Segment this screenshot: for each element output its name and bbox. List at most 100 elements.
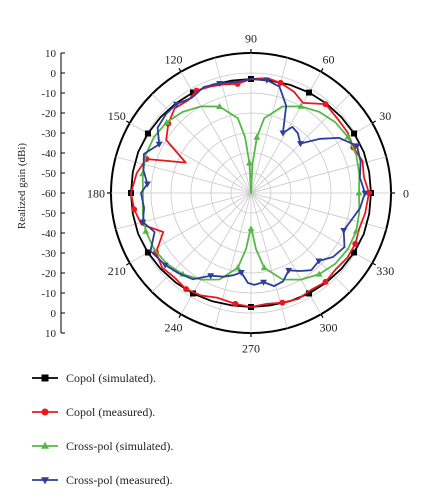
series-point bbox=[351, 249, 358, 256]
series-point bbox=[353, 143, 361, 150]
series-point bbox=[190, 290, 196, 297]
legend-label: Cross-pol (measured). bbox=[66, 473, 173, 487]
series-point bbox=[144, 249, 151, 256]
series-point bbox=[352, 240, 359, 247]
radial-tick-label: -40 bbox=[41, 228, 56, 240]
series-line bbox=[130, 77, 370, 308]
series-point bbox=[131, 206, 138, 213]
series-line bbox=[141, 105, 361, 281]
radial-tick-label: 0 bbox=[51, 68, 57, 80]
series-point bbox=[163, 118, 171, 125]
series-point bbox=[279, 130, 287, 137]
legend: Copol (simulated). Copol (measured). Cross… bbox=[32, 371, 173, 487]
grid-spoke bbox=[214, 192, 252, 329]
series-point bbox=[355, 189, 363, 196]
series-point bbox=[234, 264, 242, 271]
grid-spoke bbox=[151, 93, 252, 194]
series-point bbox=[190, 89, 196, 96]
series-point bbox=[322, 101, 329, 108]
radial-tick-label: 0 bbox=[51, 308, 57, 320]
angle-tick-mark bbox=[320, 67, 324, 73]
angle-tick-mark bbox=[320, 313, 324, 319]
radial-tick-label: -30 bbox=[41, 248, 56, 260]
angle-tick-label: 270 bbox=[242, 342, 260, 356]
radial-tick-label: -10 bbox=[41, 288, 56, 300]
legend-label: Copol (measured). bbox=[66, 405, 155, 419]
angle-tick-label: 210 bbox=[108, 264, 126, 278]
series-point bbox=[315, 258, 323, 265]
angle-tick-label: 90 bbox=[245, 32, 257, 46]
angle-tick-mark bbox=[125, 262, 131, 266]
radial-axis: 10 0 -10 -20 -30 -40 -50 -60 -50 -40 -30 -20 -10 0 10 bbox=[41, 48, 65, 340]
radial-tick-label: -50 bbox=[41, 208, 56, 220]
series-point bbox=[216, 81, 224, 88]
angle-tick-label: 180 bbox=[87, 187, 105, 201]
series-line bbox=[140, 78, 366, 287]
series-point bbox=[279, 299, 286, 306]
angle-tick-label: 30 bbox=[379, 109, 391, 123]
radial-tick-label: -30 bbox=[41, 128, 56, 140]
series-2 bbox=[130, 77, 372, 308]
angle-tick-label: 150 bbox=[108, 109, 126, 123]
radial-tick-label: 10 bbox=[45, 328, 57, 340]
radial-tick-label: -60 bbox=[41, 188, 56, 200]
series-point bbox=[144, 130, 151, 137]
radial-tick-label: -20 bbox=[41, 268, 56, 280]
series-3 bbox=[139, 102, 363, 281]
angle-tick-label: 60 bbox=[323, 52, 335, 66]
polar-grid bbox=[110, 52, 392, 334]
angle-tick-label: 300 bbox=[320, 321, 338, 335]
grid-spoke bbox=[250, 192, 387, 230]
grid-spoke bbox=[250, 192, 351, 293]
series-point bbox=[306, 89, 312, 96]
series-point bbox=[207, 273, 215, 280]
series-4 bbox=[139, 77, 369, 287]
angle-tick-mark bbox=[125, 120, 131, 124]
series-point bbox=[139, 219, 147, 226]
grid-spoke bbox=[115, 156, 252, 194]
angle-tick-mark bbox=[371, 120, 377, 124]
series-point bbox=[155, 141, 163, 148]
radial-tick-label: -20 bbox=[41, 108, 56, 120]
series-point bbox=[352, 227, 360, 234]
series-point bbox=[340, 228, 348, 235]
series-point bbox=[161, 262, 169, 269]
legend-label: Copol (simulated). bbox=[66, 371, 156, 385]
angle-tick-mark bbox=[178, 313, 182, 319]
radial-tick-label: -10 bbox=[41, 88, 56, 100]
series-layer bbox=[128, 76, 374, 310]
series-point bbox=[232, 300, 239, 307]
angle-tick-label: 240 bbox=[165, 321, 183, 335]
series-point bbox=[297, 102, 305, 109]
series-point bbox=[315, 270, 323, 277]
series-point bbox=[260, 279, 267, 286]
grid-spoke bbox=[214, 57, 252, 194]
angle-tick-label: 0 bbox=[403, 187, 409, 201]
series-point bbox=[172, 101, 180, 108]
grid-spoke bbox=[250, 156, 387, 194]
legend-label: Cross-pol (simulated). bbox=[66, 439, 173, 453]
radial-tick-label: -50 bbox=[41, 168, 56, 180]
series-point bbox=[361, 190, 369, 197]
legend-marker bbox=[40, 441, 50, 449]
legend-item: Cross-pol (simulated). bbox=[32, 439, 173, 453]
series-point bbox=[253, 133, 261, 140]
y-axis-label: Realized gain (dBi) bbox=[16, 143, 28, 229]
legend-marker bbox=[40, 477, 50, 485]
radial-tick-label: 10 bbox=[45, 48, 57, 60]
series-point bbox=[183, 286, 190, 293]
grid-spoke bbox=[250, 192, 288, 329]
angle-tick-label: 120 bbox=[165, 52, 183, 66]
legend-item: Cross-pol (measured). bbox=[32, 473, 173, 487]
series-point bbox=[143, 181, 151, 188]
series-point bbox=[322, 278, 329, 285]
angle-tick-mark bbox=[178, 67, 182, 73]
series-point bbox=[216, 102, 223, 109]
series-point bbox=[351, 130, 358, 137]
legend-item: Copol (measured). bbox=[32, 405, 155, 419]
series-point bbox=[263, 77, 271, 84]
legend-marker bbox=[41, 408, 49, 416]
legend-marker bbox=[41, 374, 49, 382]
grid-spoke bbox=[115, 192, 252, 230]
